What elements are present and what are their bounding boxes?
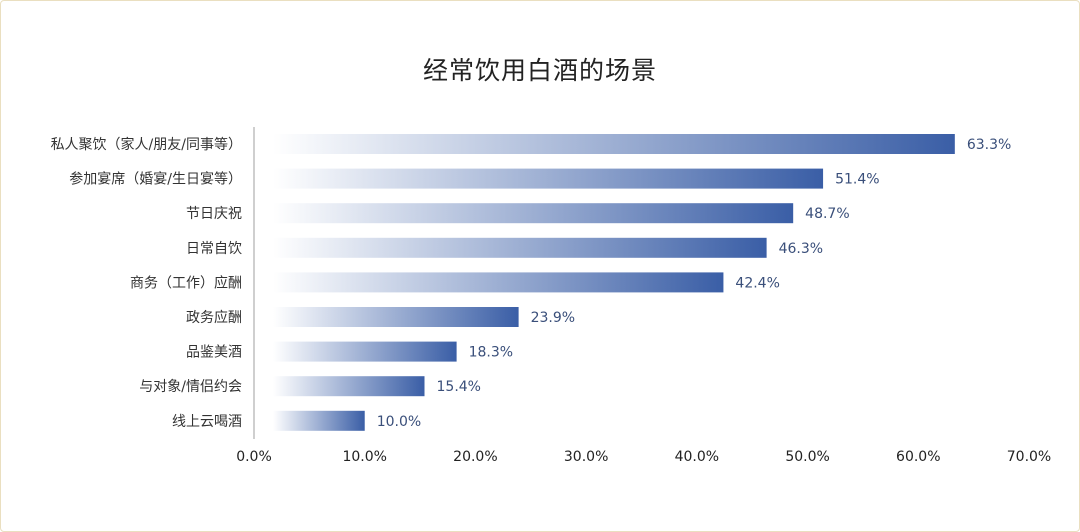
- bar-4: [273, 272, 724, 293]
- bar-6: [273, 341, 457, 362]
- x-tick-label: 0.0%: [236, 449, 272, 465]
- x-tick-label: 20.0%: [453, 449, 497, 465]
- bar-3: [273, 237, 767, 258]
- bar-8: [273, 410, 365, 431]
- category-label: 品鉴美酒: [186, 345, 242, 361]
- value-label: 42.4%: [735, 275, 779, 291]
- bar-7: [273, 376, 425, 397]
- x-tick-label: 60.0%: [896, 449, 940, 465]
- bar-0: [273, 134, 955, 154]
- bar-2: [273, 203, 794, 224]
- bar-5: [273, 307, 519, 327]
- value-label: 46.3%: [779, 241, 823, 257]
- category-label: 节日庆祝: [186, 206, 242, 222]
- value-label: 23.9%: [531, 310, 575, 326]
- chart-title: 经常饮用白酒的场景: [422, 56, 657, 85]
- value-label: 15.4%: [437, 379, 481, 395]
- x-tick-label: 30.0%: [564, 449, 608, 465]
- category-label: 参加宴席（婚宴/生日宴等）: [69, 171, 242, 188]
- category-label: 政务应酬: [186, 309, 242, 326]
- value-label: 63.3%: [967, 137, 1011, 153]
- value-label: 10.0%: [377, 414, 421, 430]
- category-label: 商务（工作）应酬: [130, 274, 242, 291]
- value-label: 18.3%: [469, 345, 513, 361]
- category-label: 线上云喝酒: [172, 414, 242, 430]
- category-label: 日常自饮: [186, 241, 242, 257]
- x-tick-label: 10.0%: [342, 449, 386, 465]
- category-label: 与对象/情侣约会: [139, 379, 242, 395]
- value-label: 51.4%: [835, 172, 879, 188]
- value-label: 48.7%: [805, 206, 849, 222]
- x-tick-label: 40.0%: [675, 449, 719, 465]
- category-label: 私人聚饮（家人/朋友/同事等）: [51, 136, 242, 153]
- x-tick-label: 50.0%: [785, 449, 829, 465]
- x-tick-label: 70.0%: [1007, 449, 1051, 465]
- bar-1: [273, 168, 824, 189]
